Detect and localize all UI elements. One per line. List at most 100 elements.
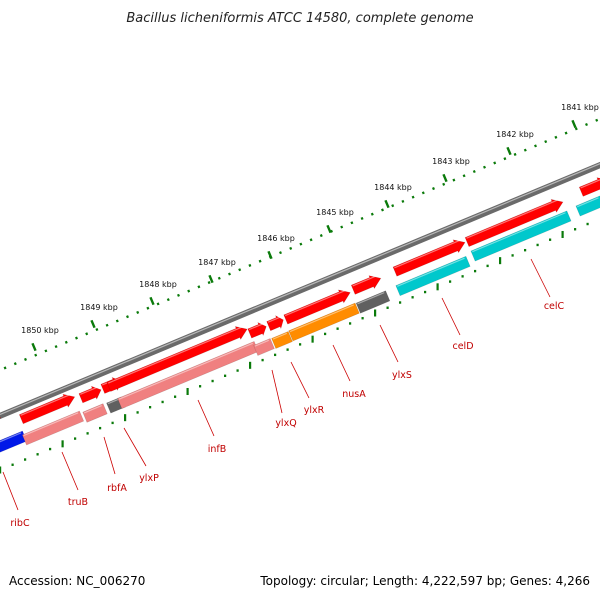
inner-ruler-dot (524, 248, 527, 252)
gene-label-celD[interactable]: celD (441, 297, 474, 352)
gene-feature[interactable] (288, 302, 360, 342)
forward-cds[interactable] (247, 320, 269, 340)
inner-ruler-dot (86, 432, 89, 435)
ruler-dot (54, 345, 58, 349)
ruler-dot (3, 366, 7, 370)
gene-label-ribC[interactable]: ribC (2, 471, 30, 529)
inner-ruler-dot (411, 296, 414, 299)
inner-ruler-tick (124, 414, 127, 422)
ruler-dot (493, 161, 497, 165)
inner-ruler-dot (361, 317, 364, 320)
accession-label: Accession: NC_006270 (9, 574, 145, 588)
inner-ruler-dot (474, 269, 477, 273)
forward-cds[interactable] (266, 313, 286, 332)
gene-label-ylxP[interactable]: ylxP (123, 427, 159, 484)
ruler-dot (187, 289, 191, 293)
ruler-dot (340, 225, 344, 229)
gene-label-truB[interactable]: truB (61, 451, 88, 508)
label-leader-line (379, 324, 399, 363)
ruler-dot (452, 178, 456, 182)
inner-ruler-dot (386, 306, 389, 309)
inner-ruler-dot (536, 243, 539, 247)
forward-cds[interactable] (78, 383, 104, 404)
inner-ruler-dot (211, 379, 214, 383)
inner-ruler-tick (374, 309, 377, 317)
inner-ruler-dot (261, 358, 264, 362)
ruler-dot (554, 135, 558, 139)
label-leader-line (103, 436, 116, 475)
gene-label-infB[interactable]: infB (197, 399, 226, 455)
forward-cds[interactable] (106, 323, 250, 394)
ruler-dot (166, 298, 170, 302)
gene-label-nusA[interactable]: nusA (332, 344, 366, 400)
ruler-tick-mark (149, 296, 155, 306)
ruler-dot (595, 118, 599, 122)
inner-ruler-dot (224, 374, 227, 377)
ruler-tick-mark (31, 342, 37, 352)
ruler-dot (381, 208, 384, 212)
forward-cds[interactable] (392, 236, 468, 278)
inner-ruler-dot (199, 385, 202, 388)
gene-feature[interactable] (271, 331, 293, 349)
gene-feature[interactable] (470, 210, 572, 262)
ruler-dot (523, 148, 527, 152)
gene-feature[interactable] (21, 410, 85, 446)
inner-ruler-dot (399, 301, 402, 304)
inner-ruler-dot (299, 343, 302, 346)
label-leader-line (290, 361, 310, 399)
gene-label-celC[interactable]: celC (530, 258, 565, 312)
forward-cds[interactable] (283, 286, 353, 326)
ruler-dot (13, 362, 17, 366)
forward-cds[interactable] (578, 174, 600, 198)
ruler-dot (370, 212, 374, 216)
gene-label-ylxR[interactable]: ylxR (290, 361, 325, 416)
ruler-dot (309, 238, 313, 242)
ruler-dot (197, 285, 201, 289)
genome-backbone (0, 161, 600, 420)
gene-label-ylxS[interactable]: ylxS (379, 324, 412, 381)
inner-ruler-tick (249, 361, 252, 369)
gene-name: celD (452, 341, 473, 352)
gene-feature[interactable] (395, 255, 471, 297)
inner-ruler-dot (111, 421, 114, 425)
gene-labels: ribC truB rbfA ylxP infB ylxQ ylxR nusA ylxS celD… (2, 258, 565, 529)
inner-ruler-dot (24, 458, 27, 461)
inner-ruler-dot (174, 395, 177, 398)
ruler-dot (156, 302, 160, 306)
ruler-dot (401, 199, 405, 203)
ruler-dot (289, 246, 293, 250)
ruler-dot (136, 310, 140, 314)
ruler-dot (411, 195, 415, 199)
gene-feature[interactable] (253, 338, 275, 356)
ruler-dot (146, 306, 150, 310)
ruler-dot (503, 157, 507, 161)
forward-cds[interactable] (18, 390, 78, 425)
label-leader-line (530, 258, 551, 298)
ruler-dot (34, 353, 38, 357)
gene-track (0, 195, 600, 456)
gene-feature[interactable] (355, 290, 391, 314)
ruler-dot (472, 169, 476, 174)
ruler-tick-label: 1850 kbp (21, 326, 59, 335)
ruler-dot (24, 357, 27, 361)
gene-feature[interactable] (82, 403, 108, 423)
ruler-tick-mark (90, 319, 96, 329)
gene-label-ylxQ[interactable]: ylxQ (271, 369, 297, 429)
forward-cds[interactable] (350, 272, 383, 296)
ruler-tick-label: 1844 kbp (374, 183, 412, 192)
label-leader-line (2, 471, 19, 511)
ruler-dot (95, 327, 99, 332)
ruler-tick-mark (326, 224, 332, 234)
inner-ruler-dot (549, 238, 552, 241)
gene-label-rbfA[interactable]: rbfA (103, 436, 127, 494)
gene-name: ribC (10, 518, 30, 529)
forward-cds[interactable] (464, 195, 565, 248)
ruler-tick-mark (571, 119, 577, 129)
ruler-dot (299, 242, 303, 246)
gene-feature[interactable] (575, 195, 600, 217)
gene-name: ylxQ (275, 418, 296, 429)
inner-ruler-tick (436, 283, 439, 291)
ruler-dot (391, 204, 395, 208)
